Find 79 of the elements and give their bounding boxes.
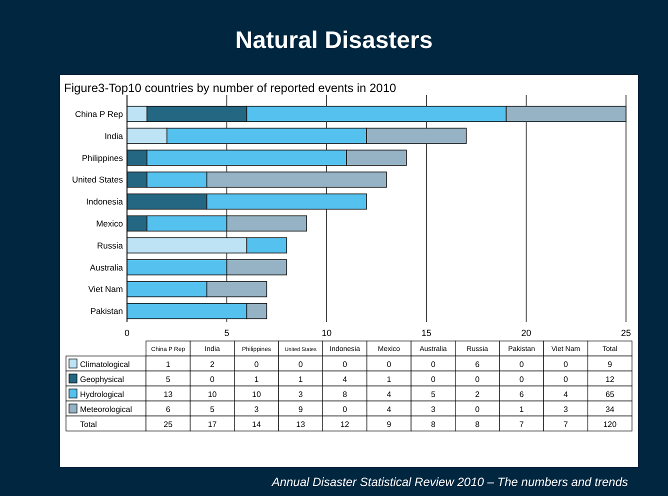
data-label: 12 [605,375,615,384]
data-label: 1 [254,375,260,384]
chart-subtitle: Figure3-Top10 countries by number of reported events in 2010 [64,81,397,95]
data-label: 5 [210,405,216,414]
data-label: 7 [564,420,568,429]
y-tick-label: United States [72,174,123,185]
data-label: 0 [430,360,436,369]
data-label: 5 [430,390,436,399]
y-tick-label: Philippines [82,152,123,163]
data-label: 25 [164,420,174,429]
y-tick-label: Total [80,420,98,429]
data-label: 14 [252,420,262,429]
data-label: 6 [166,405,171,414]
data-label: 3 [254,405,260,414]
text: Annual Disaster Statistical Review 2010 – The numbers and trends [270,475,628,489]
x-tick-label: 5 [224,328,230,338]
y-tick-label: Indonesia [86,196,124,207]
data-label: 65 [605,390,615,399]
data-label: 1 [298,375,304,384]
x-tick-label: 15 [421,328,432,338]
y-tick-label: Meteorological [80,405,132,414]
data-label: 120 [603,420,618,429]
y-tick-label: Hydrological [80,390,124,399]
data-label: 0 [298,360,304,369]
data-label: 9 [386,420,392,429]
data-label: 9 [298,405,304,414]
data-label: 0 [430,375,436,384]
data-label: 7 [519,420,524,429]
x-tick-label: 25 [620,328,632,338]
y-tick-label: Climatological [80,360,130,369]
data-label: 0 [519,375,524,384]
x-tick-label: 0 [124,328,130,338]
chart-title: Natural Disasters [235,27,433,54]
x-tick-label: 20 [521,328,532,338]
data-label: 8 [342,390,348,399]
data-label: 4 [342,375,348,384]
data-label: 13 [296,420,306,429]
data-label: 6 [519,390,524,399]
data-label: 8 [475,420,480,429]
data-label: 0 [386,360,392,369]
data-label: 0 [342,405,348,414]
data-label: 0 [254,360,260,369]
data-label: 0 [564,360,568,369]
data-label: 3 [298,390,304,399]
data-label: 1 [386,375,392,384]
y-tick-label: Australia [90,262,124,272]
y-tick-label: India [104,130,124,141]
data-label: 0 [342,360,348,369]
data-label: 4 [386,390,392,399]
data-label: 0 [519,360,524,369]
y-tick-label: Russia [97,240,124,250]
y-tick-label: Geophysical [80,375,124,384]
data-label: 0 [475,405,480,414]
data-label: 0 [475,375,480,384]
data-label: 13 [164,390,174,399]
data-label: 1 [166,360,171,369]
data-label: 8 [430,420,436,429]
y-tick-label: Mexico [96,218,124,228]
y-tick-label: China P Rep [74,108,124,119]
data-label: 4 [386,405,392,414]
data-label: 0 [210,375,216,384]
data-label: 3 [430,405,436,414]
data-label: 4 [564,390,568,399]
data-label: 34 [605,405,615,414]
data-label: 10 [208,390,218,399]
y-tick-label: Pakistan [90,306,124,316]
data-label: 10 [252,390,262,399]
data-label: 17 [208,420,218,429]
data-label: 0 [564,375,568,384]
data-label: 9 [608,360,613,369]
data-label: 6 [475,360,480,369]
data-label: 5 [166,375,171,384]
data-label: 2 [475,390,480,399]
data-label: 12 [340,420,350,429]
data-label: 1 [519,405,524,414]
x-tick-label: 10 [322,328,332,338]
data-label: 2 [210,360,216,369]
data-label: 3 [564,405,568,414]
y-tick-label: Viet Nam [88,284,123,294]
